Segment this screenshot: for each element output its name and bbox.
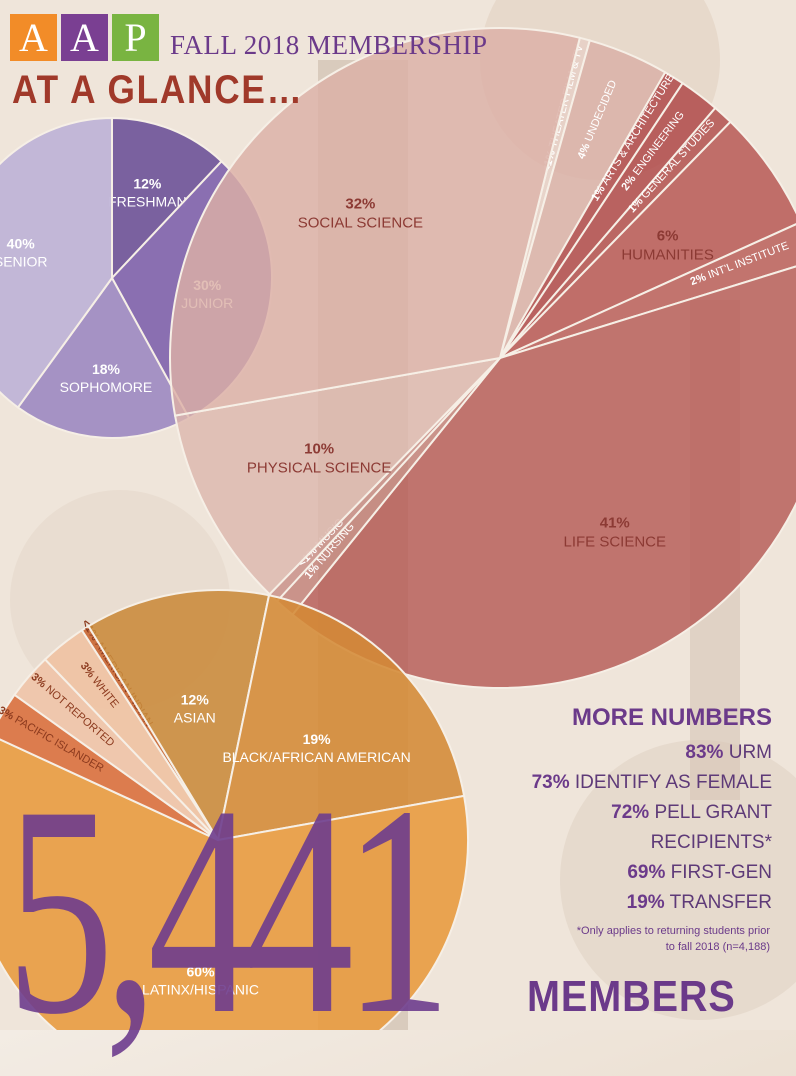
stat-value: 19% xyxy=(626,892,665,913)
pie-pct: 41% xyxy=(600,514,630,531)
pie-label-latinx-hispanic: 60% LATINX/HISPANIC xyxy=(142,963,259,997)
pie-slice-humanities xyxy=(499,120,796,359)
stat-label: URM xyxy=(728,742,772,763)
logo-letter-a1: A xyxy=(10,14,57,61)
pie-category: LIFE SCIENCE xyxy=(563,533,666,550)
more-numbers-item: 73% IDENTIFY AS FEMALE xyxy=(532,768,772,798)
pie-pct: 60% xyxy=(187,963,216,979)
pie-label-life-science: 41% LIFE SCIENCE xyxy=(563,514,666,550)
pie-category: PHYSICAL SCIENCE xyxy=(247,460,392,477)
total-members-number: 5,441 xyxy=(6,744,452,1076)
footnote: *Only applies to returning students prio… xyxy=(576,925,770,953)
pie-slice-black-african-american xyxy=(216,594,466,842)
subtitle: FALL 2018 MEMBERSHIP xyxy=(170,30,488,60)
logo-letter-a2: A xyxy=(61,14,108,61)
page-title: AT A GLANCE… xyxy=(12,68,304,112)
pie-slice-freshman xyxy=(111,116,223,281)
pie-category: FRESHMAN xyxy=(108,194,187,210)
pie-slice-latinx-hispanic xyxy=(0,738,469,1030)
pie-pct: 18% xyxy=(92,361,121,377)
stat-value: 72% xyxy=(611,802,650,823)
pie-label-physical-science: 10% PHYSICAL SCIENCE xyxy=(247,441,392,477)
more-numbers-item: 69% FIRST-GEN xyxy=(532,858,772,888)
stat-label: RECIPIENTS* xyxy=(650,832,772,853)
stat-value: 83% xyxy=(685,742,724,763)
pie-3: <1% AMERICAN INDIAN12%ASIAN19%BLACK/AFRI… xyxy=(0,589,469,1030)
pie-category: LATINX/HISPANIC xyxy=(142,981,259,997)
pie-label-humanities: 6% HUMANITIES xyxy=(621,228,714,264)
pie-slice-white xyxy=(43,628,219,841)
pie-slice-physical-science xyxy=(173,356,503,596)
pie-pct: 40% xyxy=(7,235,36,251)
pie-label-asian: 12% ASIAN xyxy=(174,691,216,725)
pie-category: BLACK/AFRICAN AMERICAN xyxy=(222,749,410,765)
pie-label-black-african-american: 19% BLACK/AFRICAN AMERICAN xyxy=(222,731,410,765)
stat-label: FIRST-GEN xyxy=(670,862,772,883)
stat-value: 69% xyxy=(627,862,666,883)
pie-category: HUMANITIES xyxy=(621,247,714,264)
pie-slice-asian xyxy=(87,589,271,843)
members-label: MEMBERS xyxy=(527,972,736,1021)
aap-logo: A A P xyxy=(10,14,159,61)
pie-label-sophomore: 18% SOPHOMORE xyxy=(60,361,153,395)
pie-category: SOCIAL SCIENCE xyxy=(298,214,423,231)
stat-label: PELL GRANT xyxy=(654,802,772,823)
pie-label-senior: 40% SENIOR xyxy=(0,235,48,269)
pie-slice-int-l-institute xyxy=(499,223,796,359)
pie-pct: 32% xyxy=(345,195,375,212)
pie-pct: 19% xyxy=(303,731,332,747)
pie-charts: 12%FRESHMAN30%JUNIOR18%SOPHOMORE40%SENIO… xyxy=(0,27,796,1030)
pie-slice-senior xyxy=(0,116,113,409)
more-numbers-item: RECIPIENTS* xyxy=(532,828,772,858)
pie-pct: 12% xyxy=(133,176,162,192)
pie-pct: 10% xyxy=(304,441,334,458)
pie-slice-sophomore xyxy=(16,276,191,439)
pie-label-social-science: 32% SOCIAL SCIENCE xyxy=(298,195,423,231)
more-numbers-title: MORE NUMBERS xyxy=(571,704,772,731)
stat-value: 73% xyxy=(531,772,570,793)
more-numbers-item: 19% TRANSFER xyxy=(532,888,772,918)
stat-label: TRANSFER xyxy=(669,892,772,913)
pie-pct: 6% xyxy=(657,228,679,245)
pie-pct: 12% xyxy=(181,691,210,707)
pie-category: ASIAN xyxy=(174,709,216,725)
pie-label-freshman: 12% FRESHMAN xyxy=(108,176,187,210)
more-numbers-panel: MORE NUMBERS 83% URM 73% IDENTIFY AS FEM… xyxy=(532,704,772,918)
pie-category: SOPHOMORE xyxy=(60,379,153,395)
more-numbers-item: 72% PELL GRANT xyxy=(532,798,772,828)
more-numbers-item: 83% URM xyxy=(532,738,772,768)
pie-category: SENIOR xyxy=(0,253,48,269)
stat-label: IDENTIFY AS FEMALE xyxy=(574,772,772,793)
pie-slice-social-science xyxy=(169,27,582,417)
logo-letter-p: P xyxy=(112,14,159,61)
